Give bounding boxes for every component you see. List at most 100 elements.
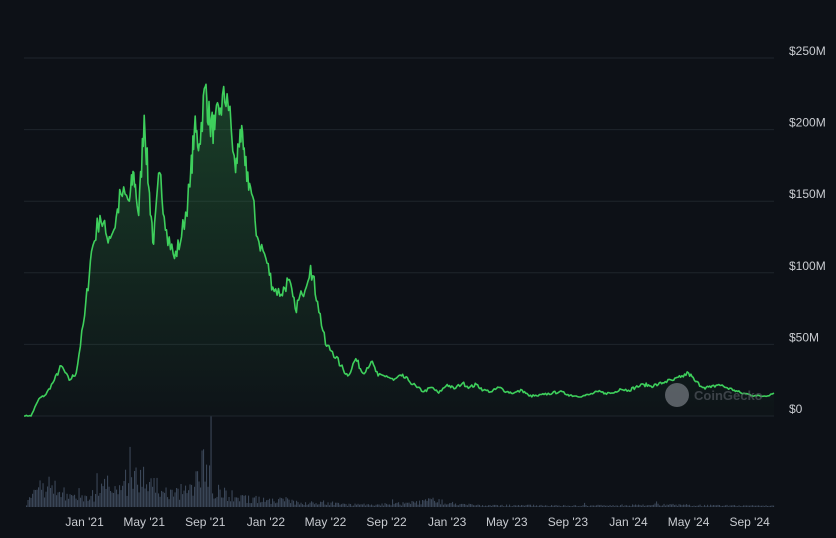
volume-bar bbox=[369, 505, 371, 507]
volume-bar bbox=[173, 496, 175, 507]
volume-bar bbox=[462, 503, 464, 507]
volume-bar bbox=[168, 499, 170, 507]
volume-bar bbox=[141, 486, 143, 507]
volume-bar bbox=[770, 505, 772, 507]
volume-bar bbox=[399, 504, 401, 507]
volume-bar bbox=[341, 504, 343, 507]
volume-bar bbox=[636, 505, 638, 507]
volume-bar bbox=[182, 494, 184, 507]
x-tick-label: Sep '21 bbox=[185, 515, 226, 529]
x-tick-label: Sep '22 bbox=[366, 515, 407, 529]
volume-bar bbox=[437, 502, 439, 507]
volume-bar bbox=[692, 506, 694, 507]
volume-bar bbox=[407, 502, 409, 507]
volume-bar bbox=[669, 504, 671, 507]
volume-bar bbox=[687, 505, 689, 507]
volume-bar bbox=[698, 505, 700, 507]
volume-bar bbox=[56, 495, 58, 507]
volume-bar bbox=[633, 505, 635, 507]
volume-bar bbox=[264, 501, 266, 507]
volume-bar bbox=[735, 505, 737, 507]
volume-bar bbox=[456, 505, 458, 507]
volume-bar bbox=[555, 505, 557, 507]
volume-bar bbox=[186, 493, 188, 507]
volume-bar bbox=[174, 492, 176, 507]
volume-bar bbox=[335, 502, 337, 507]
volume-bar bbox=[368, 504, 370, 507]
volume-bar bbox=[188, 490, 190, 507]
volume-bar bbox=[558, 505, 560, 507]
volume-bar bbox=[458, 505, 460, 507]
volume-bar bbox=[321, 502, 323, 507]
volume-bar bbox=[26, 505, 28, 507]
volume-bar bbox=[447, 504, 449, 507]
volume-bar bbox=[314, 504, 316, 507]
volume-bar bbox=[674, 505, 676, 507]
volume-bar bbox=[240, 495, 242, 507]
volume-bar bbox=[153, 478, 155, 507]
volume-bar bbox=[509, 504, 511, 507]
volume-bar bbox=[588, 506, 590, 507]
volume-bar bbox=[224, 487, 226, 507]
volume-bar bbox=[582, 505, 584, 507]
volume-bar bbox=[291, 499, 293, 507]
volume-bar bbox=[485, 505, 487, 507]
volume-bar bbox=[143, 466, 145, 507]
volume-bar bbox=[95, 494, 97, 507]
volume-bar bbox=[597, 504, 599, 507]
volume-bar bbox=[614, 506, 616, 507]
volume-bar bbox=[717, 504, 719, 507]
volume-bar bbox=[684, 504, 686, 507]
volume-bar bbox=[246, 503, 248, 507]
volume-bar bbox=[749, 505, 751, 507]
volume-bar bbox=[756, 505, 758, 507]
volume-bar bbox=[144, 488, 146, 507]
volume-bar bbox=[648, 505, 650, 507]
volume-bar bbox=[210, 416, 212, 507]
volume-bar bbox=[44, 497, 46, 507]
volume-bar bbox=[473, 505, 475, 507]
volume-bar bbox=[711, 505, 713, 507]
volume-bar bbox=[590, 505, 592, 507]
volume-bar bbox=[611, 506, 613, 507]
volume-bar bbox=[441, 499, 443, 507]
volume-bar bbox=[207, 486, 209, 507]
volume-bar bbox=[605, 505, 607, 507]
volume-bar bbox=[498, 506, 500, 507]
volume-bar bbox=[273, 501, 275, 507]
volume-bar bbox=[743, 505, 745, 507]
volume-bar bbox=[660, 505, 662, 507]
volume-bar bbox=[374, 505, 376, 507]
price-area-fill bbox=[24, 84, 774, 417]
volume-bar bbox=[122, 485, 124, 507]
volume-bar bbox=[30, 497, 32, 507]
volume-bar bbox=[32, 493, 34, 507]
volume-bar bbox=[455, 503, 457, 507]
volume-bar bbox=[476, 505, 478, 507]
volume-bar bbox=[104, 478, 106, 507]
volume-bar bbox=[410, 503, 412, 507]
volume-bar bbox=[59, 491, 61, 507]
volume-bar bbox=[269, 498, 271, 507]
volume-bar bbox=[726, 504, 728, 507]
volume-bar bbox=[60, 497, 62, 507]
volume-bar bbox=[209, 465, 211, 507]
volume-bar bbox=[471, 504, 473, 507]
volume-bar bbox=[563, 505, 565, 507]
volume-bar bbox=[251, 503, 253, 507]
volume-bar bbox=[714, 505, 716, 507]
volume-bar bbox=[158, 493, 160, 507]
volume-bar bbox=[252, 497, 254, 507]
volume-bar bbox=[311, 501, 313, 507]
volume-bar bbox=[194, 486, 196, 507]
volume-bar bbox=[465, 504, 467, 507]
volume-bar bbox=[356, 504, 358, 507]
volume-bar bbox=[680, 504, 682, 507]
y-tick-label: $200M bbox=[789, 116, 826, 130]
volume-bar bbox=[494, 504, 496, 507]
volume-bar bbox=[681, 505, 683, 507]
volume-bar bbox=[732, 505, 734, 507]
volume-bar bbox=[677, 505, 679, 507]
volume-bar bbox=[602, 505, 604, 507]
volume-bar bbox=[215, 498, 217, 507]
